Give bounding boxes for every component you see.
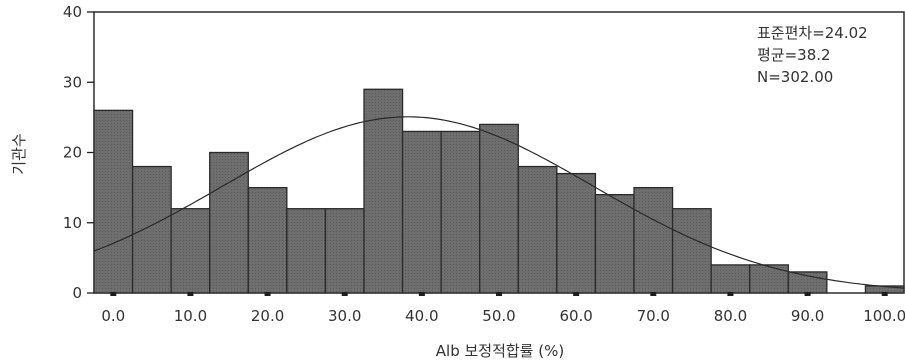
histogram-bar	[401, 130, 442, 294]
histogram-bar	[286, 208, 327, 294]
x-tick	[650, 292, 657, 296]
histogram-bar	[247, 186, 288, 294]
stats-mean-text: 평균=38.2	[757, 46, 831, 64]
x-tick	[418, 292, 425, 296]
x-tick-label: 90.0	[791, 307, 824, 325]
stats-std-text: 표준편차=24.02	[757, 24, 868, 42]
histogram-bar	[671, 208, 712, 294]
bars-layer	[93, 88, 905, 294]
histogram-bar	[440, 130, 481, 294]
x-tick	[187, 292, 194, 296]
histogram-bar	[479, 123, 519, 294]
x-tick-label: 10.0	[174, 307, 207, 325]
histogram-bar	[594, 193, 635, 294]
x-tick-label: 50.0	[482, 307, 515, 325]
y-tick-label: 0	[72, 284, 82, 302]
y-axis: 0 10 20 30 40	[63, 3, 94, 302]
x-tick-label: 70.0	[637, 307, 670, 325]
y-tick-label: 30	[63, 73, 82, 91]
x-tick	[341, 292, 348, 296]
x-tick	[573, 292, 580, 296]
x-tick	[264, 292, 271, 296]
x-axis: 0.0 10.0 20.0 30.0 40.0 50.0 60.0 70.0 80.0 90.0 1…	[101, 292, 905, 325]
histogram-bar	[556, 172, 597, 294]
histogram-bar	[131, 165, 172, 294]
x-tick	[110, 292, 117, 296]
x-axis-title: Alb 보정적합률 (%)	[436, 342, 564, 360]
x-tick	[804, 292, 811, 296]
x-tick-label: 40.0	[405, 307, 438, 325]
x-tick-label: 0.0	[101, 307, 125, 325]
x-tick	[727, 292, 734, 296]
normal-curve	[93, 116, 905, 289]
normal-curve-layer	[93, 116, 905, 289]
x-tick-label: 100.0	[863, 307, 905, 325]
histogram-bar	[517, 165, 558, 294]
histogram-bar	[324, 208, 365, 294]
y-tick-label: 20	[63, 144, 82, 162]
x-tick	[881, 292, 888, 296]
y-tick-label: 10	[63, 214, 82, 232]
x-tick	[496, 292, 502, 296]
histogram-bar	[710, 264, 751, 294]
x-tick-label: 20.0	[251, 307, 284, 325]
histogram-bar	[170, 208, 211, 294]
x-tick-label: 30.0	[328, 307, 361, 325]
x-tick-label: 80.0	[714, 307, 747, 325]
y-tick-label: 40	[63, 3, 82, 21]
x-tick-label: 60.0	[559, 307, 592, 325]
histogram-bar	[93, 109, 134, 294]
histogram-bar	[787, 271, 828, 294]
histogram-bar	[363, 88, 404, 294]
histogram-bar	[749, 264, 789, 294]
y-axis-title: 기관수	[10, 133, 28, 174]
stats-n-text: N=302.00	[757, 68, 833, 86]
histogram-bar	[209, 151, 249, 294]
histogram-bar	[633, 186, 674, 294]
